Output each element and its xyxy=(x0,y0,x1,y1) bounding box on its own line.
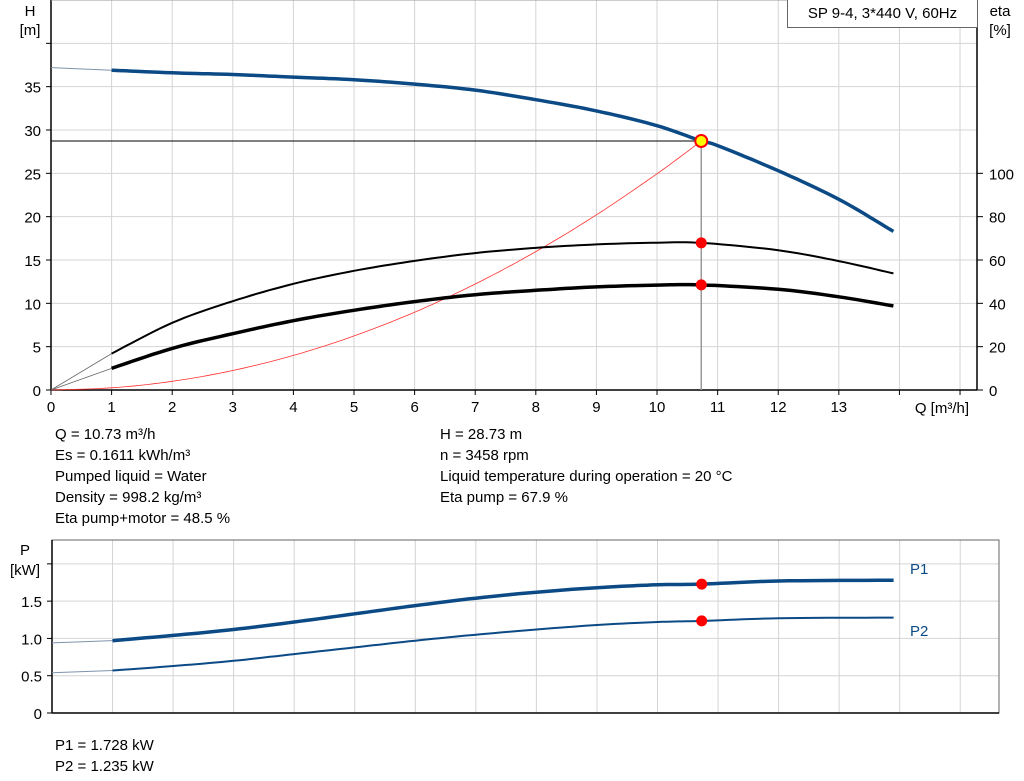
info-right: H = 28.73 m n = 3458 rpm Liquid temperat… xyxy=(440,424,732,508)
y2-tick-label: 100 xyxy=(989,166,1014,183)
y-tick-label: 25 xyxy=(24,166,41,183)
x-tick-label: 3 xyxy=(229,399,237,416)
y-tick-label: 5 xyxy=(33,340,41,357)
eta-total-curve xyxy=(111,282,894,370)
y-tick-label: 20 xyxy=(24,210,41,227)
y-axis-unit: [m] xyxy=(20,22,41,39)
info-q: Q = 10.73 m³/h xyxy=(55,426,156,443)
y2-tick-label: 60 xyxy=(989,253,1006,270)
p2-marker xyxy=(696,615,708,627)
duty-point-marker xyxy=(694,134,709,149)
info-density: Density = 998.2 kg/m³ xyxy=(55,489,202,506)
y2-tick-label: 0 xyxy=(989,383,997,400)
x-tick-label: 0 xyxy=(47,399,55,416)
p-plot-border xyxy=(51,539,1000,714)
x-tick-label: 12 xyxy=(770,399,787,416)
info-n: n = 3458 rpm xyxy=(440,447,529,464)
h-curve-extension xyxy=(50,67,112,71)
x-tick-label: 7 xyxy=(471,399,479,416)
p-y-tick-label: 1.5 xyxy=(21,594,42,611)
info-h: H = 28.73 m xyxy=(440,426,523,443)
eta-total-extension xyxy=(50,367,112,391)
system-curve xyxy=(50,140,702,391)
info-p1: P1 = 1.728 kW xyxy=(55,737,154,754)
y2-axis-unit: [%] xyxy=(989,22,1011,39)
y-tick-label: 0 xyxy=(33,383,41,400)
info-eta-total: Eta pump+motor = 48.5 % xyxy=(55,510,231,527)
y-tick-label: 10 xyxy=(24,296,41,313)
p2-legend-label: P2 xyxy=(910,623,928,640)
eta-total-marker xyxy=(695,279,707,291)
info-es: Es = 0.1611 kWh/m³ xyxy=(55,447,191,464)
y2-tick-label: 40 xyxy=(989,296,1006,313)
p1-marker xyxy=(696,578,708,590)
info-left: Q = 10.73 m³/h Es = 0.1611 kWh/m³ Pumped… xyxy=(55,424,230,529)
p-y-tick-label: 1.0 xyxy=(21,631,42,648)
eta-pump-extension xyxy=(50,353,112,391)
p1-legend-label: P1 xyxy=(910,561,928,578)
info-p2: P2 = 1.235 kW xyxy=(55,758,154,775)
x-tick-label: 5 xyxy=(350,399,358,416)
info-temp: Liquid temperature during operation = 20… xyxy=(440,468,733,485)
x-tick-label: 1 xyxy=(107,399,115,416)
p-y-tick-label: 0.5 xyxy=(21,669,42,686)
p2-curve xyxy=(112,616,894,672)
x-tick-label: 10 xyxy=(649,399,666,416)
y-axis-label: H xyxy=(25,3,36,20)
p1-extension xyxy=(51,640,113,644)
x-tick-label: 4 xyxy=(289,399,297,416)
y2-tick-label: 20 xyxy=(989,340,1006,357)
p2-extension xyxy=(51,669,113,674)
h-curve xyxy=(111,68,895,233)
y2-axis-label: eta xyxy=(990,3,1012,20)
y-tick-label: 35 xyxy=(24,80,41,97)
x-tick-label: 13 xyxy=(830,399,847,416)
x-tick-label: 11 xyxy=(710,399,726,416)
eta-pump-curve xyxy=(111,241,894,355)
x-tick-label: 9 xyxy=(592,399,600,416)
x-tick-label: 2 xyxy=(168,399,176,416)
info-eta-pump: Eta pump = 67.9 % xyxy=(440,489,568,506)
power-info: P1 = 1.728 kW P2 = 1.235 kW xyxy=(55,735,154,777)
p-y-tick-label: 0 xyxy=(34,706,42,723)
info-liquid: Pumped liquid = Water xyxy=(55,468,207,485)
p-axis-label: P xyxy=(20,542,30,559)
y-tick-label: 15 xyxy=(24,253,41,270)
y2-tick-label: 80 xyxy=(989,210,1006,227)
p-axis-unit: [kW] xyxy=(10,562,40,579)
x-axis-label: Q [m³/h] xyxy=(915,400,969,417)
chart-title: SP 9-4, 3*440 V, 60Hz xyxy=(787,0,978,28)
y-tick-label: 30 xyxy=(24,123,41,140)
x-tick-label: 6 xyxy=(410,399,418,416)
eta-pump-marker xyxy=(695,237,707,249)
x-tick-label: 8 xyxy=(532,399,540,416)
